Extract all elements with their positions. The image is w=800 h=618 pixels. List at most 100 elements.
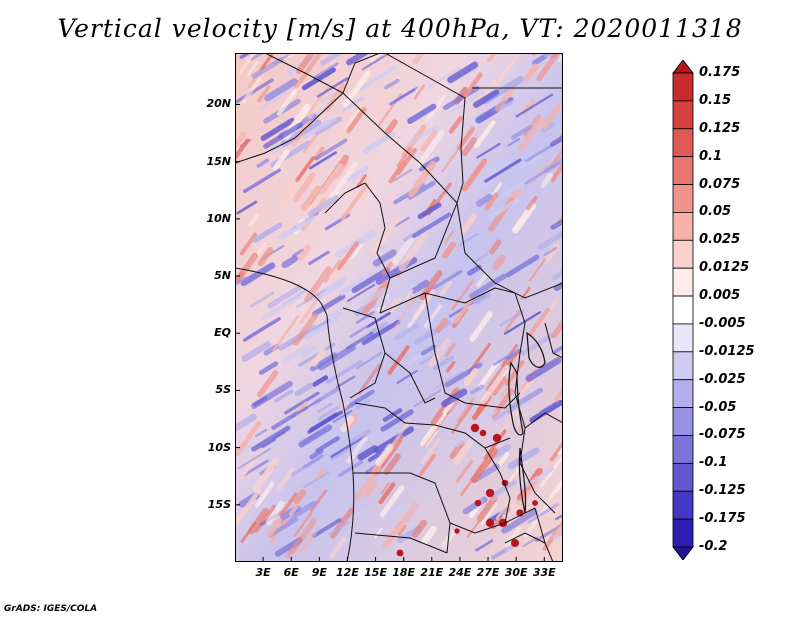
velocity-streak: [235, 252, 259, 283]
velocity-streak: [241, 459, 269, 478]
velocity-streak: [394, 216, 410, 228]
velocity-streak: [351, 267, 390, 294]
colorbar-segment: [672, 379, 694, 408]
lon-tick-label: 27E: [476, 566, 500, 579]
velocity-streak: [252, 222, 283, 243]
velocity-streak: [435, 317, 448, 334]
velocity-streak: [298, 342, 336, 367]
velocity-streak: [294, 53, 321, 89]
velocity-streak: [519, 153, 542, 169]
velocity-streak: [539, 400, 560, 415]
velocity-streak: [478, 361, 499, 389]
velocity-streak: [413, 389, 442, 408]
lat-tick-label: 10S: [207, 440, 231, 454]
velocity-streak: [324, 305, 347, 321]
velocity-streak: [288, 500, 301, 517]
colorbar-tick-label: -0.0125: [699, 343, 755, 359]
velocity-streak: [364, 133, 391, 152]
velocity-streak: [297, 244, 312, 261]
velocity-streak: [274, 389, 294, 403]
velocity-streak: [470, 384, 485, 395]
velocity-streak: [308, 250, 330, 266]
velocity-streak: [235, 421, 262, 457]
colorbar-tick-label: -0.2: [699, 539, 728, 554]
velocity-streak: [555, 513, 563, 521]
strong-updraft-spot: [474, 499, 482, 507]
velocity-streak: [518, 467, 555, 492]
velocity-streak: [453, 439, 474, 465]
velocity-streak: [357, 363, 382, 395]
velocity-streak: [390, 505, 406, 517]
velocity-streak: [384, 78, 400, 90]
grads-credit: GrADS: IGES/COLA: [4, 604, 98, 614]
velocity-streak: [351, 171, 368, 182]
lat-tick-label: 5N: [214, 269, 231, 283]
colorbar-segment: [672, 462, 694, 492]
velocity-streak: [249, 291, 274, 308]
velocity-streak: [312, 62, 339, 80]
velocity-streak: [548, 147, 563, 170]
colorbar-segment: [672, 100, 694, 130]
strong-updraft-spot: [454, 528, 460, 534]
velocity-streak: [235, 131, 247, 149]
colorbar-segment: [672, 518, 694, 548]
lat-tick-label: 5S: [215, 383, 231, 397]
velocity-streak: [467, 512, 486, 538]
velocity-streak: [236, 200, 258, 215]
lat-tick-label: 10N: [206, 211, 231, 225]
velocity-streak: [299, 294, 322, 324]
velocity-streak: [330, 434, 367, 458]
velocity-streak: [294, 382, 314, 397]
velocity-streak: [317, 405, 340, 421]
velocity-streak: [267, 284, 303, 309]
velocity-streak: [276, 82, 302, 116]
velocity-streak: [543, 246, 558, 257]
velocity-streak: [303, 116, 336, 139]
velocity-streak: [235, 138, 250, 159]
velocity-streak: [373, 426, 415, 454]
velocity-streak: [361, 319, 401, 346]
colorbar-segment: [672, 128, 694, 158]
velocity-streak: [420, 411, 447, 447]
velocity-streak: [323, 259, 342, 283]
velocity-streak: [355, 351, 383, 370]
velocity-streak: [359, 65, 397, 91]
velocity-streak: [361, 287, 386, 305]
colorbar-segment: [672, 72, 694, 102]
velocity-streak: [336, 241, 359, 271]
velocity-streak: [526, 195, 538, 211]
velocity-streak: [412, 53, 425, 65]
map-border: [235, 53, 563, 562]
velocity-streak: [537, 230, 563, 251]
lat-tick-label: 15S: [207, 497, 231, 511]
velocity-streak: [372, 249, 397, 267]
velocity-streak: [461, 158, 488, 192]
colorbar-tick-label: -0.1: [699, 455, 728, 471]
velocity-streak: [472, 89, 500, 108]
velocity-streak: [405, 354, 423, 366]
colorbar-tick-label: -0.175: [699, 511, 746, 527]
velocity-streak: [258, 87, 294, 111]
velocity-streak: [374, 527, 383, 539]
velocity-streak: [235, 276, 248, 285]
velocity-streak: [462, 72, 483, 99]
lon-tick-label: 18E: [392, 566, 416, 579]
velocity-streak: [547, 477, 563, 502]
velocity-streak: [388, 159, 407, 184]
velocity-streak: [551, 317, 563, 339]
velocity-streak: [396, 146, 413, 168]
velocity-streak: [391, 419, 411, 446]
velocity-streak: [475, 193, 493, 207]
velocity-streak: [236, 444, 253, 457]
velocity-streak: [412, 212, 452, 239]
velocity-streak: [451, 278, 475, 311]
velocity-streak: [237, 447, 272, 470]
velocity-streak: [554, 386, 563, 402]
colorbar-segment: [672, 490, 694, 520]
velocity-streak: [256, 158, 270, 168]
velocity-streak: [371, 214, 401, 254]
velocity-streak: [319, 162, 344, 195]
velocity-streak: [470, 178, 491, 194]
colorbar-segment: [672, 435, 694, 464]
velocity-streak: [524, 161, 561, 185]
